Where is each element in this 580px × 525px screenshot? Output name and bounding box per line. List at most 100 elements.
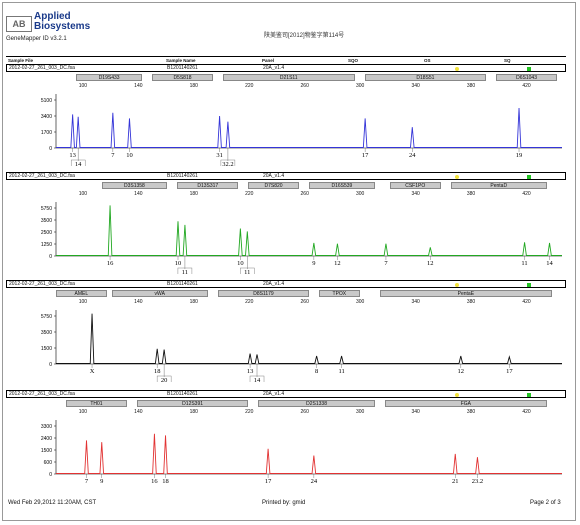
size-axis-labels: 100 140 180 220 260 300 340 380 420 [6, 191, 566, 199]
report-frame [2, 2, 576, 521]
locus-tpox[interactable]: TPOX [319, 290, 360, 297]
panel-value: 20A_v1.4 [263, 173, 285, 179]
locus-d19s433[interactable]: D19S433 [76, 74, 142, 81]
y-tick-label: 600 [44, 460, 53, 466]
print-date: Wed Feb 29,2012 11:20AM, CST [8, 500, 97, 506]
locus-d16s539[interactable]: D16S539 [309, 182, 375, 189]
locus-d21s11[interactable]: D21S11 [222, 74, 355, 81]
panel-value: 20A_v1.4 [263, 391, 285, 397]
sample-info-row[interactable]: 2012-02-27_261_003_DC.fsa B1201140261 20A_… [6, 172, 566, 180]
locus-bar: D19S433 D5S818 D21S11 D18S51 D6S1043 [6, 74, 566, 82]
locus-d8s1179[interactable]: D8S1179 [217, 290, 309, 297]
locus-d18s51[interactable]: D18S51 [364, 74, 487, 81]
os-flag-icon [455, 67, 459, 71]
y-tick-label: 3500 [41, 218, 52, 224]
sample-file-value: 2012-02-27_261_003_DC.fsa [9, 391, 75, 397]
trace-line [56, 205, 562, 256]
locus-vwa[interactable]: vWA [111, 290, 208, 297]
os-flag-icon [455, 283, 459, 287]
size-axis-labels: 100 140 180 220 260 300 340 380 420 [6, 409, 566, 417]
allele-label: 11 [521, 260, 527, 267]
allele-label: 32.2 [222, 161, 233, 166]
allele-label: 9 [312, 260, 315, 267]
panel-value: 20A_v1.4 [263, 65, 285, 71]
locus-d3s1358[interactable]: D3S1358 [101, 182, 168, 189]
size-tick-label: 380 [466, 83, 476, 89]
size-tick-label: 380 [466, 299, 476, 305]
allele-label-box [249, 375, 265, 382]
allele-label: 16 [107, 260, 114, 267]
allele-label: 12 [427, 260, 434, 267]
panel-green: 2012-02-27_261_003_DC.fsa B1201140261 20A_… [6, 172, 566, 276]
size-tick-label: 220 [245, 409, 254, 415]
size-tick-label: 140 [134, 299, 143, 305]
allele-label: 24 [409, 152, 416, 159]
sample-info-row[interactable]: 2012-02-27_261_003_DC.fsa B1201140261 20A_… [6, 64, 566, 72]
size-tick-label: 100 [78, 191, 88, 197]
locus-d5s818[interactable]: D5S818 [152, 74, 213, 81]
size-tick-label: 260 [300, 83, 309, 89]
size-axis-labels: 100 140 180 220 260 300 340 380 420 [6, 83, 566, 91]
locus-th01[interactable]: TH01 [66, 400, 127, 407]
allele-label: 7 [85, 478, 89, 485]
size-tick-label: 380 [466, 191, 476, 197]
allele-label: 23.2 [472, 478, 483, 485]
sample-file-value: 2012-02-27_261_003_DC.fsa [9, 281, 75, 287]
locus-d6s1043[interactable]: D6S1043 [496, 74, 557, 81]
locus-pentae[interactable]: PentaE [379, 290, 552, 297]
locus-d12s391[interactable]: D12S391 [136, 400, 249, 407]
y-tick-label: 3400 [41, 114, 52, 120]
size-tick-label: 140 [134, 191, 143, 197]
allele-label: 17 [362, 152, 369, 159]
y-tick-label: 1500 [41, 448, 52, 454]
allele-label-box [220, 159, 236, 166]
brand-line-2: Biosystems [34, 21, 91, 32]
trace-line [56, 313, 562, 364]
size-tick-label: 220 [245, 191, 254, 197]
col-os: OS [424, 58, 431, 63]
size-tick-label: 300 [355, 409, 365, 415]
size-tick-label: 420 [522, 409, 531, 415]
sample-info-row[interactable]: 2012-02-27_261_003_DC.fsa B1201140261 20A_… [6, 280, 566, 288]
allele-label: 10 [126, 152, 133, 159]
locus-d2s1338[interactable]: D2S1338 [258, 400, 375, 407]
size-tick-label: 180 [189, 191, 198, 197]
allele-label-box [70, 159, 86, 166]
allele-label: 8 [315, 368, 318, 375]
y-tick-label: 5750 [41, 314, 52, 320]
locus-amel[interactable]: AMEL [56, 290, 107, 297]
allele-label: 12 [458, 368, 465, 375]
size-tick-label: 100 [78, 299, 88, 305]
certificate-number: 陕美鉴司[2012]物鉴字第114号 [264, 33, 345, 39]
size-tick-label: 300 [355, 299, 365, 305]
allele-label: 17 [506, 368, 513, 375]
y-tick-label: 5750 [41, 206, 52, 212]
allele-label: 10 [175, 260, 182, 267]
y-tick-label: 0 [49, 362, 52, 368]
locus-d13s317[interactable]: D13S317 [177, 182, 239, 189]
panel-blue: 2012-02-27_261_003_DC.fsa B1201140261 20A_… [6, 64, 566, 168]
locus-csf1po[interactable]: CSF1PO [389, 182, 441, 189]
applied-biosystems-logo: AB [6, 16, 32, 32]
sample-name-value: B1201140261 [167, 391, 198, 397]
locus-fga[interactable]: FGA [384, 400, 547, 407]
sample-name-value: B1201140261 [167, 173, 198, 179]
col-sqo: SQO [348, 58, 359, 63]
size-tick-label: 300 [355, 83, 365, 89]
allele-label-box [240, 267, 255, 274]
os-flag-icon [455, 175, 459, 179]
size-tick-label: 260 [300, 299, 309, 305]
sample-info-row[interactable]: 2012-02-27_261_003_DC.fsa B1201140261 20A_… [6, 390, 566, 398]
allele-label: 14 [75, 161, 82, 166]
allele-label: X [90, 368, 95, 375]
locus-pentad[interactable]: PentaD [450, 182, 547, 189]
sample-name-value: B1201140261 [167, 65, 198, 71]
report-footer: Wed Feb 29,2012 11:20AM, CST Printed by:… [8, 500, 568, 510]
app-version: GeneMapper ID v3.2.1 [6, 36, 67, 42]
allele-label: 10 [237, 260, 244, 267]
allele-label: 18 [154, 368, 161, 375]
allele-label: 13 [69, 152, 76, 159]
panel-red: 2012-02-27_261_003_DC.fsa B1201140261 20A_… [6, 390, 566, 494]
locus-d7s820[interactable]: D7S820 [248, 182, 299, 189]
